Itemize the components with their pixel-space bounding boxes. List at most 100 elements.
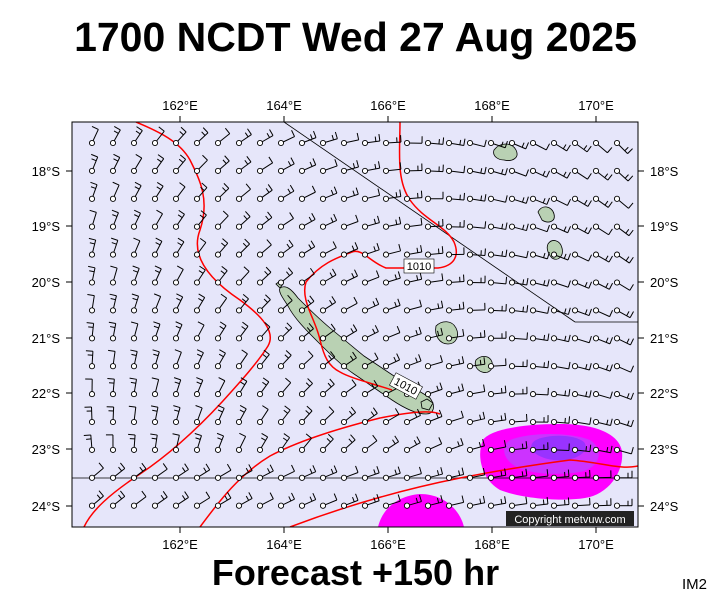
wind-barb-flag <box>226 491 232 499</box>
wind-barb-flag <box>133 209 141 214</box>
wind-station-circle <box>466 363 474 370</box>
wind-barb-flag <box>134 186 140 190</box>
lat-label-right-22: 22°S <box>650 386 679 401</box>
wind-barb-flag <box>132 265 140 269</box>
wind-barb-flag <box>420 245 423 253</box>
lon-label-top-168: 168°E <box>474 98 510 113</box>
wind-station-circle <box>445 223 453 230</box>
wind-station-circle <box>130 446 138 453</box>
wind-station-circle <box>382 279 390 286</box>
wind-barb-flag <box>223 182 230 189</box>
wind-barb-flag <box>333 213 338 221</box>
wind-barb-flag <box>199 265 206 271</box>
wind-barb-flag <box>205 491 211 499</box>
wind-station-circle <box>298 307 306 314</box>
wind-barb-flag <box>108 349 116 352</box>
wind-barb-flag <box>86 322 94 324</box>
wind-station-circle <box>298 363 306 370</box>
wind-barb-flag <box>504 385 507 393</box>
wind-barb-flag <box>351 245 355 251</box>
wind-barb-flag <box>588 335 592 343</box>
wind-station-circle <box>592 279 600 286</box>
wind-barb-flag <box>151 377 159 381</box>
wind-barb-flag <box>413 440 418 445</box>
wind-barb-flag <box>479 359 482 365</box>
wind-barb-flag <box>543 334 546 341</box>
wind-station-circle <box>487 223 495 230</box>
wind-station-circle <box>193 418 201 426</box>
forecast-label: Forecast +150 hr <box>211 552 500 593</box>
wind-station-circle <box>613 335 621 342</box>
lat-label-left-23: 23°S <box>32 442 61 457</box>
wind-station-circle <box>298 223 306 230</box>
wind-station-circle <box>277 502 285 509</box>
wind-barb-flag <box>308 322 314 330</box>
wind-barb-flag <box>462 328 465 337</box>
wind-station-circle <box>403 251 411 258</box>
wind-station-circle <box>403 307 411 314</box>
wind-barb-flag <box>174 409 180 412</box>
wind-station-circle <box>235 279 243 286</box>
wind-barb-flag <box>334 159 338 167</box>
wind-barb-flag <box>482 411 486 419</box>
wind-barb-flag <box>525 196 529 204</box>
wind-barb-flag <box>266 132 270 138</box>
wind-barb-flag <box>195 405 203 409</box>
wind-station-circle <box>445 418 453 426</box>
isobar-central <box>304 122 458 391</box>
wind-barb-flag <box>394 301 397 307</box>
wind-station-circle <box>508 335 516 342</box>
wind-station-circle <box>193 307 201 314</box>
wind-barb-flag <box>162 491 168 498</box>
wind-barb-flag <box>586 145 592 153</box>
rain-area-east-heavy <box>531 435 586 461</box>
wind-barb-flag <box>354 242 359 249</box>
wind-station-circle <box>235 418 243 426</box>
wind-station-circle <box>403 474 411 481</box>
wind-station-circle <box>361 391 369 398</box>
wind-barb-flag <box>262 381 267 386</box>
wind-barb-flag <box>312 493 317 500</box>
wind-station-circle <box>109 307 117 314</box>
wind-station-circle <box>571 474 579 481</box>
wind-barb-flag <box>585 364 588 370</box>
wind-barb-flag <box>184 463 189 470</box>
wind-barb-flag <box>376 243 380 250</box>
wind-barb-flag <box>419 272 423 280</box>
wind-barb-flag <box>261 437 266 441</box>
wind-barb-flag <box>372 434 378 442</box>
wind-station-circle <box>529 251 537 258</box>
wind-barb-flag <box>110 326 116 328</box>
wind-barb-flag <box>156 181 164 187</box>
wind-barb-flag <box>245 211 251 217</box>
wind-station-circle <box>382 223 390 230</box>
wind-barb-flag <box>436 497 440 504</box>
wind-station-circle <box>277 418 285 426</box>
wind-barb-flag <box>224 127 231 134</box>
wind-barb-flag <box>290 157 295 165</box>
wind-barb-flag <box>589 444 592 452</box>
wind-station-circle <box>424 474 432 481</box>
wind-station-circle <box>172 391 180 398</box>
wind-station-circle <box>235 307 243 314</box>
wind-barb-flag <box>584 281 588 287</box>
wind-station-circle <box>256 446 264 453</box>
wind-station-circle <box>151 363 159 370</box>
wind-station-circle <box>424 139 432 147</box>
wind-station-circle <box>109 279 117 286</box>
wind-barb-flag <box>222 210 229 217</box>
wind-barb-flag <box>91 158 97 162</box>
wind-barb-flag <box>610 418 613 426</box>
wind-barb-flag <box>351 379 357 386</box>
wind-barb-flag <box>501 223 504 229</box>
wind-barb-flag <box>376 493 380 501</box>
wind-barb-flag <box>463 165 466 173</box>
frame-ticks <box>66 116 644 533</box>
wind-barb-flag <box>309 295 315 302</box>
wind-barb-flag <box>522 197 525 203</box>
lat-label-left-20: 20°S <box>32 275 61 290</box>
wind-station-circle <box>403 279 411 286</box>
wind-station-circle <box>613 474 621 481</box>
wind-barb-flag <box>563 253 567 259</box>
wind-barb-flag <box>289 184 295 192</box>
